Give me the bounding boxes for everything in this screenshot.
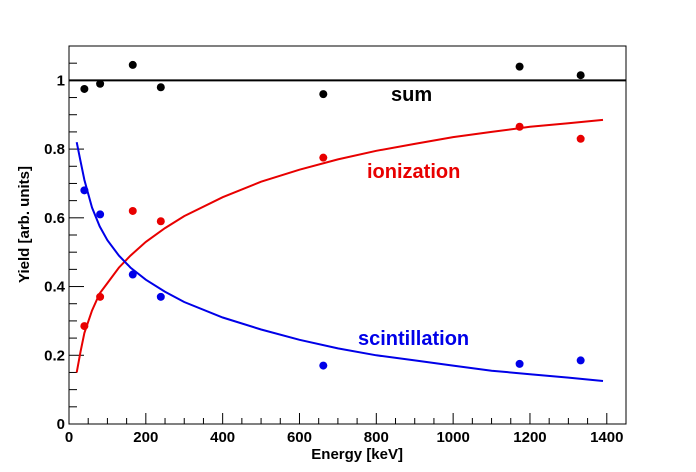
data-point-sum: [156, 83, 165, 92]
data-points: [80, 60, 585, 370]
fit-curves: [69, 79, 626, 382]
y-tick-label: 0: [57, 416, 65, 433]
y-tick-label: 0.4: [44, 279, 66, 296]
series-label-ionization: ionization: [367, 161, 460, 183]
x-tick-label: 800: [364, 429, 389, 446]
x-tick-label: 1000: [436, 429, 469, 446]
x-tick-label: 1200: [513, 429, 546, 446]
y-tick-label: 0.2: [44, 347, 65, 364]
data-point-sum: [515, 62, 524, 71]
data-point-scintillation: [515, 359, 524, 368]
data-point-scintillation: [576, 356, 585, 365]
data-point-scintillation: [319, 361, 328, 370]
x-tick-label: 0: [65, 429, 73, 446]
data-point-ionization: [319, 153, 328, 162]
series-label-scintillation: scintillation: [358, 328, 469, 350]
data-point-sum: [319, 90, 328, 99]
data-point-sum: [80, 84, 89, 93]
fit-curve-scintillation: [75, 142, 604, 382]
data-point-scintillation: [96, 210, 105, 219]
data-point-ionization: [128, 206, 137, 215]
data-point-ionization: [80, 322, 89, 331]
data-point-ionization: [156, 217, 165, 226]
x-tick-label: 200: [133, 429, 158, 446]
x-tick-label: 1400: [590, 429, 623, 446]
y-axis-ticks: 0 0.2 0.4 0.6 0.8 1: [44, 45, 84, 433]
y-tick-label: 1: [57, 72, 65, 89]
x-axis-title: Energy [keV]: [311, 446, 403, 463]
x-tick-label: 600: [287, 429, 312, 446]
x-tick-label: 400: [210, 429, 235, 446]
data-point-ionization: [96, 292, 105, 301]
y-tick-label: 0.6: [44, 210, 65, 227]
data-point-sum: [576, 71, 585, 80]
data-point-ionization: [515, 122, 524, 131]
y-tick-label: 0.8: [44, 141, 65, 158]
data-point-scintillation: [128, 270, 137, 279]
x-axis-ticks: 0 200 400 600 800 1000 1200 1400: [65, 413, 627, 446]
series-label-sum: sum: [391, 84, 432, 106]
data-point-sum: [128, 60, 137, 69]
fit-curve-ionization: [75, 118, 604, 373]
data-point-ionization: [576, 134, 585, 143]
plot-frame: [68, 45, 627, 425]
data-point-scintillation: [156, 292, 165, 301]
y-axis-title: Yield [arb. units]: [16, 166, 33, 283]
data-point-sum: [96, 79, 105, 88]
data-point-scintillation: [80, 186, 89, 195]
